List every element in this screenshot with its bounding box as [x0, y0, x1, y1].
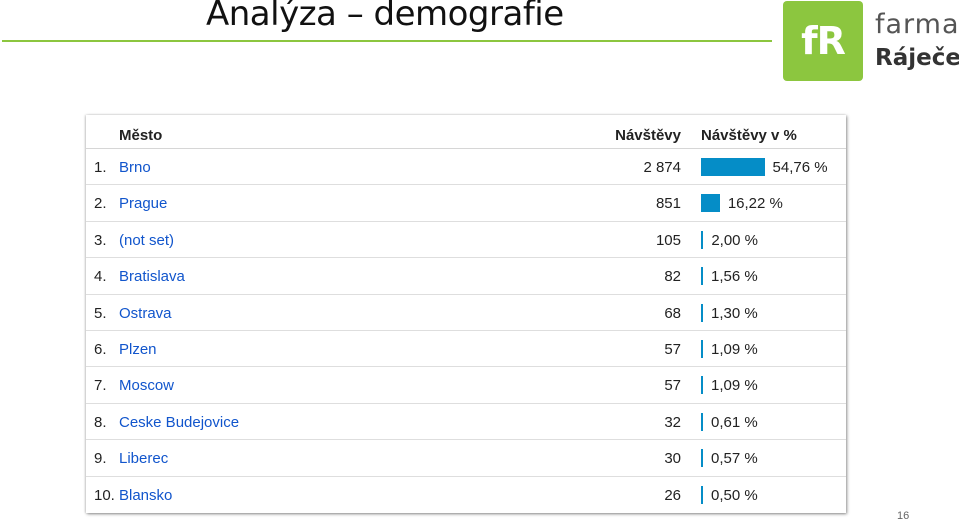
- logo-text-line2: Ráječek: [875, 45, 959, 71]
- logo-mark: fR: [783, 1, 863, 81]
- city-link[interactable]: Plzen: [119, 340, 157, 358]
- row-rank: 1.: [94, 159, 107, 176]
- percent-bar: [701, 485, 703, 504]
- farma-rajecek-logo: fR farma Ráječek: [783, 1, 959, 81]
- table-row: 6. Plzen 57 1,09 %: [86, 331, 846, 368]
- row-rank: 4.: [94, 268, 107, 286]
- percent-label: 1,56 %: [711, 268, 758, 286]
- visits-value: 2 874: [643, 159, 681, 176]
- percent-label: 54,76 %: [772, 159, 828, 176]
- visits-value: 26: [664, 486, 681, 504]
- percent-label: 16,22 %: [727, 195, 783, 213]
- city-link[interactable]: Moscow: [119, 377, 175, 395]
- title-divider: [2, 40, 772, 42]
- column-header-visits-percent[interactable]: Návštěvy v %: [701, 127, 797, 144]
- page-number: 16: [897, 510, 910, 522]
- city-link[interactable]: (not set): [119, 231, 175, 249]
- city-link[interactable]: Ceske Budejovice: [119, 413, 240, 431]
- visits-value: 57: [664, 377, 681, 395]
- row-rank: 7.: [94, 377, 107, 395]
- city-link[interactable]: Liberec: [119, 450, 169, 468]
- percent-label: 0,50 %: [711, 486, 758, 504]
- percent-bar: [701, 412, 703, 431]
- row-rank: 2.: [94, 195, 107, 213]
- table-row: 1. Brno 2 874 54,76 %: [86, 149, 846, 186]
- city-link[interactable]: Bratislava: [119, 268, 185, 286]
- percent-label: 1,09 %: [711, 340, 758, 358]
- percent-label: 0,57 %: [711, 450, 758, 468]
- table-row: 4. Bratislava 82 1,56 %: [86, 258, 846, 295]
- column-header-visits[interactable]: Návštěvy: [615, 127, 681, 144]
- city-link[interactable]: Brno: [119, 159, 151, 176]
- percent-bar: [701, 339, 703, 358]
- visits-value: 82: [664, 268, 681, 286]
- city-report-table: Město Návštěvy Návštěvy v % 1. Brno 2 87…: [86, 115, 846, 513]
- visits-value: 68: [664, 304, 681, 322]
- percent-bar: [701, 303, 703, 322]
- percent-label: 1,30 %: [711, 304, 758, 322]
- row-rank: 3.: [94, 231, 107, 249]
- visits-value: 851: [655, 195, 681, 213]
- city-link[interactable]: Ostrava: [119, 304, 172, 322]
- slide-title: Analýza – demografie: [206, 0, 564, 34]
- table-row: 2. Prague 851 16,22 %: [86, 185, 846, 222]
- percent-bar: [701, 230, 704, 249]
- table-body: 1. Brno 2 874 54,76 % 2. Prague 851 16,2…: [86, 149, 846, 513]
- row-rank: 10.: [94, 486, 115, 504]
- table-row: 9. Liberec 30 0,57 %: [86, 440, 846, 477]
- percent-bar: [701, 267, 703, 286]
- table-row: 5. Ostrava 68 1,30 %: [86, 295, 846, 331]
- percent-label: 0,61 %: [711, 413, 758, 431]
- visits-value: 32: [664, 413, 681, 431]
- visits-value: 30: [664, 450, 681, 468]
- table-row: 10. Blansko 26 0,50 %: [86, 477, 846, 513]
- city-link[interactable]: Blansko: [119, 486, 173, 504]
- logo-text-line1: farma: [875, 9, 959, 40]
- percent-label: 1,09 %: [711, 377, 758, 395]
- column-header-city[interactable]: Město: [119, 127, 163, 144]
- city-link[interactable]: Prague: [119, 195, 168, 213]
- percent-bar: [701, 449, 703, 468]
- percent-bar: [701, 158, 765, 176]
- table-row: 7. Moscow 57 1,09 %: [86, 367, 846, 404]
- table-header: Město Návštěvy Návštěvy v %: [86, 115, 846, 149]
- percent-bar: [701, 194, 720, 213]
- visits-value: 57: [664, 340, 681, 358]
- table-row: 3. (not set) 105 2,00 %: [86, 222, 846, 259]
- row-rank: 8.: [94, 413, 107, 431]
- table-row: 8. Ceske Budejovice 32 0,61 %: [86, 404, 846, 441]
- visits-value: 105: [655, 231, 681, 249]
- row-rank: 6.: [94, 340, 107, 358]
- percent-label: 2,00 %: [711, 231, 759, 249]
- row-rank: 9.: [94, 450, 107, 468]
- percent-bar: [701, 376, 703, 395]
- row-rank: 5.: [94, 304, 107, 322]
